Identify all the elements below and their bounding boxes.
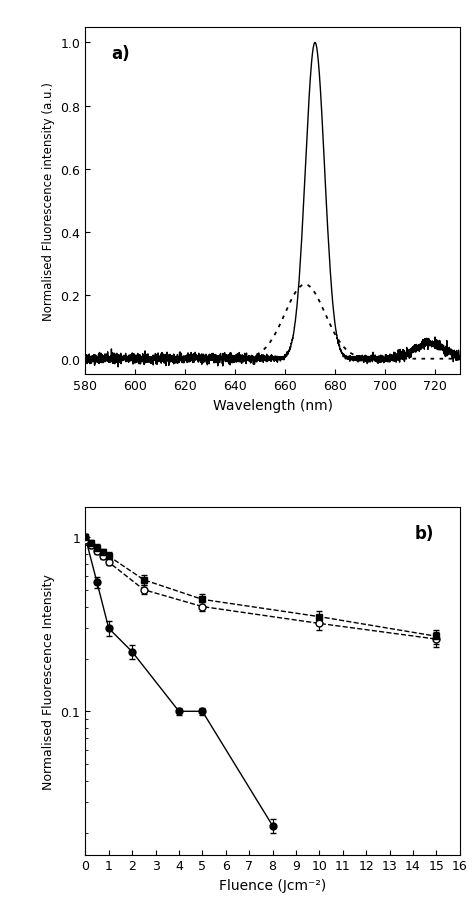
Y-axis label: Normalised Fluorescence intensity (a.u.): Normalised Fluorescence intensity (a.u.) bbox=[42, 82, 55, 321]
X-axis label: Fluence (Jcm⁻²): Fluence (Jcm⁻²) bbox=[219, 878, 326, 892]
X-axis label: Wavelength (nm): Wavelength (nm) bbox=[212, 399, 333, 413]
Text: a): a) bbox=[111, 45, 130, 62]
Y-axis label: Normalised Fluorescence Intensity: Normalised Fluorescence Intensity bbox=[42, 573, 55, 789]
Text: b): b) bbox=[415, 525, 434, 542]
